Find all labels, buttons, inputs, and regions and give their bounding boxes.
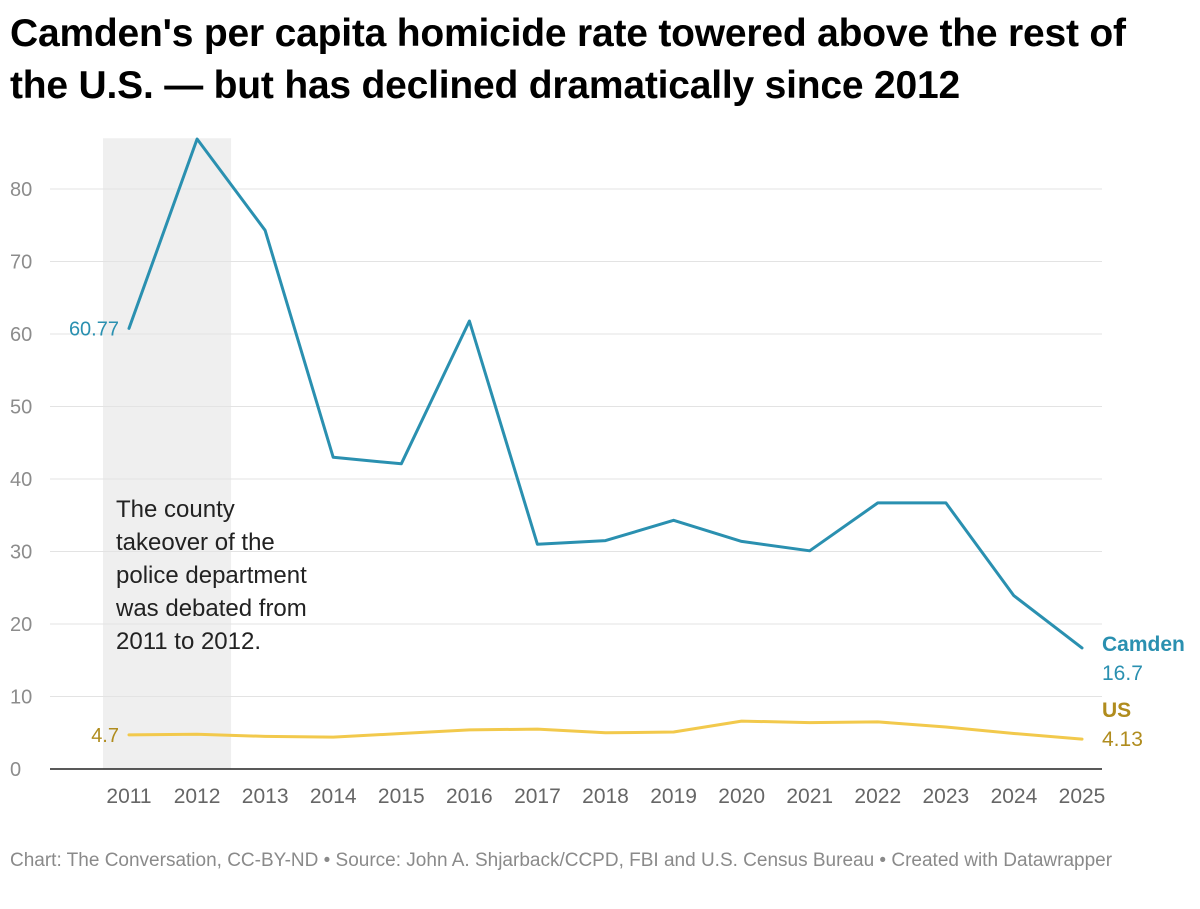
chart-footer: Chart: The Conversation, CC-BY-ND • Sour…: [10, 850, 1113, 871]
chart-title: Camden's per capita homicide rate towere…: [10, 12, 1126, 107]
gridlines: [50, 188, 1102, 770]
y-tick-label: 60: [10, 324, 32, 346]
x-tick-label: 2014: [310, 785, 357, 808]
camden-end-value-label: 16.7: [1102, 662, 1143, 685]
y-axis-ticks: 0 10 20 30 40 50 60 70 80: [10, 179, 32, 781]
us-series-name-label: US: [1102, 699, 1131, 722]
annotation-text-line: The county: [116, 496, 235, 523]
x-tick-label: 2025: [1059, 785, 1106, 808]
x-tick-label: 2011: [106, 785, 151, 808]
highlight-band-group: [103, 138, 232, 769]
x-tick-label: 2013: [242, 785, 289, 808]
y-tick-label: 0: [10, 759, 21, 781]
annotation-text-line: was debated from: [115, 595, 307, 622]
camden-series-name-label: Camden: [1102, 633, 1185, 656]
us-series-line: [127, 719, 1084, 741]
x-tick-label: 2017: [514, 785, 561, 808]
us-start-label: 4.7: [91, 725, 119, 747]
camden-start-label: 60.77: [69, 318, 119, 340]
x-tick-label: 2016: [446, 785, 493, 808]
y-tick-label: 40: [10, 469, 32, 491]
y-tick-label: 50: [10, 397, 32, 419]
annotation-text-line: 2011 to 2012.: [116, 628, 261, 655]
x-tick-label: 2020: [718, 785, 765, 808]
annotation-group: The county takeover of the police departme…: [115, 496, 307, 655]
y-tick-label: 20: [10, 614, 32, 636]
x-tick-label: 2023: [922, 785, 969, 808]
y-tick-label: 80: [10, 179, 32, 201]
series-lines: [127, 137, 1084, 741]
x-tick-label: 2015: [378, 785, 425, 808]
highlight-band: [103, 138, 232, 769]
us-end-value-label: 4.13: [1102, 728, 1143, 751]
x-tick-label: 2012: [174, 785, 221, 808]
x-tick-label: 2018: [582, 785, 629, 808]
annotation-text-line: police department: [116, 562, 307, 589]
x-tick-label: 2019: [650, 785, 697, 808]
y-tick-label: 70: [10, 252, 32, 274]
series-labels: 60.77 Camden 16.7 4.7 US 4.13: [69, 318, 1185, 751]
y-tick-label: 10: [10, 687, 32, 709]
x-axis-ticks: 2011 2012 2013 2014 2015 2016 2017 2018 2019 2020…: [106, 785, 1105, 808]
x-tick-label: 2021: [786, 785, 833, 808]
y-tick-label: 30: [10, 542, 32, 564]
x-tick-label: 2024: [991, 785, 1038, 808]
camden-series-line: [127, 137, 1084, 650]
x-tick-label: 2022: [854, 785, 901, 808]
annotation-text-line: takeover of the: [116, 529, 275, 556]
